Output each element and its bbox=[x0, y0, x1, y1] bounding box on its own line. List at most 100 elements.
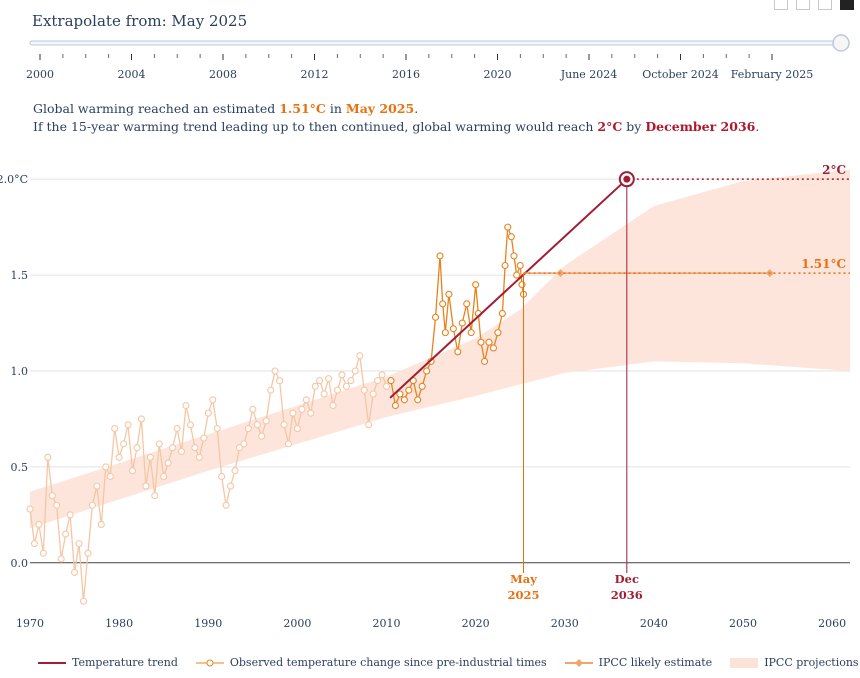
observed-old-point bbox=[342, 382, 350, 390]
observed-old-point bbox=[284, 440, 293, 448]
pan-icon[interactable] bbox=[818, 0, 832, 10]
observed-old-point bbox=[209, 396, 217, 404]
observed-old-point bbox=[128, 467, 137, 475]
observed-recent-point bbox=[431, 313, 440, 321]
legend-item-ipcc-estimate[interactable]: IPCC likely estimate bbox=[564, 656, 713, 669]
observed-old-point bbox=[164, 459, 172, 467]
slider-tick-label: 2016 bbox=[392, 68, 420, 81]
y-tick-label: 0.0 bbox=[11, 557, 29, 570]
observed-recent-point bbox=[458, 319, 466, 327]
observed-old-point bbox=[97, 520, 105, 528]
extrapolation-slider[interactable]: 2000 2004 2008 2012 2016 2020 June 2024 October… bbox=[26, 34, 850, 81]
observed-old-point bbox=[84, 549, 92, 557]
observed-old-point bbox=[39, 549, 47, 557]
x-tick-label: 2000 bbox=[283, 617, 311, 630]
observed-recent-point bbox=[414, 396, 422, 404]
observed-recent-point bbox=[454, 348, 462, 356]
legend-item-observed[interactable]: Observed temperature change since pre-in… bbox=[195, 656, 547, 669]
observed-old-point bbox=[160, 472, 168, 481]
observed-old-point bbox=[186, 421, 194, 429]
observed-old-point bbox=[298, 405, 306, 413]
legend-label: IPCC likely estimate bbox=[598, 656, 713, 669]
observed-old-point bbox=[115, 453, 123, 461]
observed-old-point bbox=[218, 472, 226, 481]
slider-tick-label: October 2024 bbox=[642, 68, 719, 81]
observed-old-point bbox=[213, 424, 221, 433]
slider-tick-label: 2008 bbox=[209, 68, 237, 81]
x-tick-label: 2050 bbox=[729, 617, 757, 630]
observed-old-point bbox=[111, 424, 119, 433]
observed-recent-point bbox=[481, 357, 489, 365]
observed-old-point bbox=[338, 371, 346, 379]
current-date: May 2025 bbox=[345, 101, 415, 116]
ipcc-band-swatch-icon bbox=[730, 657, 759, 668]
observed-old-point bbox=[137, 415, 145, 423]
observed-recent-point bbox=[504, 223, 512, 231]
observed-recent-point bbox=[391, 401, 399, 410]
observed-old-point bbox=[124, 421, 132, 429]
current-temp: 1.51°C bbox=[279, 101, 326, 116]
legend-label: Observed temperature change since pre-in… bbox=[229, 656, 547, 669]
caption-line-1: Global warming reached an estimated 1.51… bbox=[33, 100, 759, 118]
observed-recent-point bbox=[477, 338, 485, 346]
x-tick-label: 2040 bbox=[640, 617, 668, 630]
y-tick-label: 0.5 bbox=[11, 461, 29, 474]
observed-recent-point bbox=[494, 329, 502, 337]
observed-old-point bbox=[293, 424, 301, 433]
trend-series: 2°C 1.51°C May 2025 Dec 2036 bbox=[389, 163, 850, 602]
caption-text: If the 15-year warming trend leading up … bbox=[33, 119, 598, 134]
observed-recent-point bbox=[423, 367, 431, 375]
observed-recent-point bbox=[498, 309, 506, 317]
observed-old-point bbox=[382, 382, 391, 390]
camera-icon[interactable] bbox=[774, 0, 788, 10]
observed-old-point bbox=[258, 432, 266, 440]
ipcc-estimate-swatch-icon bbox=[564, 658, 593, 667]
observed-old-point bbox=[57, 555, 65, 563]
plotly-logo-icon[interactable] bbox=[840, 0, 854, 10]
observed-old-point bbox=[26, 505, 34, 513]
observed-old-point bbox=[280, 421, 288, 429]
observed-old-point bbox=[365, 421, 373, 429]
plot-toolbar bbox=[774, 0, 854, 10]
current-temp-label: 1.51°C bbox=[801, 257, 846, 271]
observed-recent-point bbox=[489, 344, 498, 352]
axes: 1970 1980 1990 2000 2010 2020 2030 2040 2050 2060 bbox=[16, 617, 846, 630]
legend-label: IPCC projections bbox=[764, 656, 859, 669]
observed-recent-point bbox=[472, 281, 480, 289]
legend-item-ipcc-projections[interactable]: IPCC projections bbox=[730, 656, 859, 669]
observed-old-point bbox=[79, 597, 88, 605]
zoom-box-icon[interactable] bbox=[796, 0, 810, 10]
observed-recent-point bbox=[510, 252, 518, 260]
caption-text: . bbox=[755, 119, 760, 134]
observed-old-point bbox=[71, 568, 79, 576]
observed-old-point bbox=[226, 482, 235, 490]
current-date-label: May bbox=[510, 572, 537, 586]
observed-old-point bbox=[325, 375, 333, 383]
observed-old-point bbox=[88, 501, 96, 509]
x-tick-label: 1990 bbox=[194, 617, 222, 630]
observed-old-point bbox=[249, 405, 257, 413]
observed-recent-point bbox=[441, 329, 449, 337]
legend-item-trend[interactable]: Temperature trend bbox=[38, 656, 178, 669]
observed-old-point bbox=[289, 409, 297, 417]
observed-old-point bbox=[35, 520, 43, 528]
observed-old-point bbox=[146, 453, 154, 461]
caption-text: . bbox=[414, 101, 419, 116]
observed-recent-point bbox=[485, 338, 493, 346]
y-tick-label: 2.0°C bbox=[0, 173, 28, 186]
observed-old-point bbox=[235, 444, 244, 452]
observed-old-point bbox=[262, 417, 270, 425]
observed-old-point bbox=[200, 434, 208, 442]
trend-line bbox=[389, 178, 628, 399]
observed-recent-point bbox=[418, 382, 426, 390]
observed-old-point bbox=[133, 444, 141, 452]
x-tick-label: 2030 bbox=[551, 617, 579, 630]
observed-recent-point bbox=[405, 386, 413, 394]
observed-old-point bbox=[320, 390, 328, 398]
chart-caption: Global warming reached an estimated 1.51… bbox=[33, 100, 759, 136]
observed-old-point bbox=[253, 421, 261, 429]
observed-series bbox=[26, 223, 528, 605]
observed-recent-point bbox=[445, 290, 453, 298]
x-tick-label: 2010 bbox=[373, 617, 401, 630]
